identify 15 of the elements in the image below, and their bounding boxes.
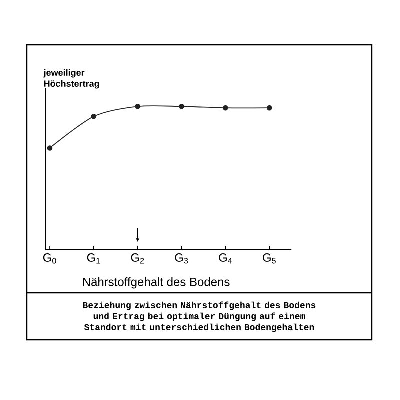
point xyxy=(223,105,228,111)
point xyxy=(91,114,97,120)
x-tick-label: G$_{4}$ xyxy=(219,254,232,264)
point xyxy=(266,105,272,111)
x-tick-label: G$_{1}$ xyxy=(87,254,100,264)
point xyxy=(47,146,53,151)
x-tick-label: G$_{5}$ xyxy=(263,254,276,264)
x-tick-label: G$_{3}$ xyxy=(175,254,188,264)
x-tick-label: G$_{0}$ xyxy=(43,254,56,264)
point xyxy=(179,104,184,110)
point xyxy=(135,104,140,110)
text: Beziehung zwischen Nährstoffgehalt des Bodens und Ertrag bei optimaler Düngung auf einem Standort mit unterschiedlichen Bodengehalten xyxy=(83,302,316,332)
y-axis-title: jeweiliger Höchstertrag xyxy=(44,69,100,89)
x-axis-title: Nährstoffgehalt des Bodens xyxy=(83,278,230,289)
x-tick-label: G$_{2}$ xyxy=(131,254,144,264)
